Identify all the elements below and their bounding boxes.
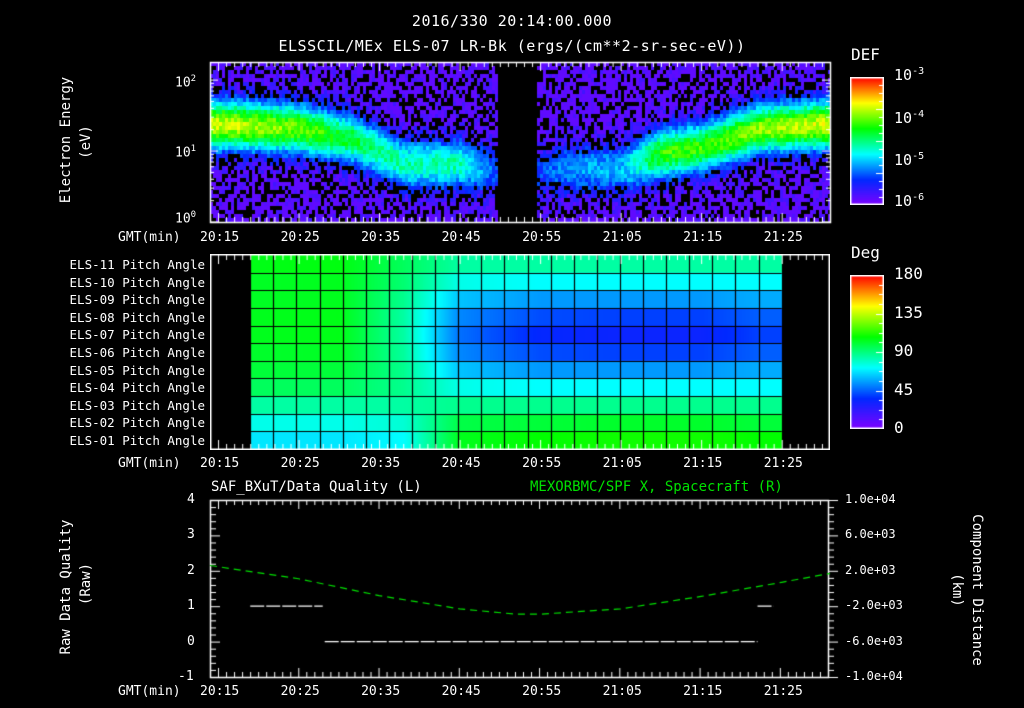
panel3-left-ylabel-text: Raw Data Quality [58,519,74,655]
def-colorbar [850,77,884,205]
time-tick-label: 21:25 [763,230,803,245]
right-ytick-label: -2.0e+03 [845,598,903,613]
plot-timestamp: 2016/330 20:14:00.000 [411,12,613,30]
pitch-angle-row-label: ELS-07 Pitch Angle [69,327,205,343]
right-ytick-label: 6.0e+03 [845,527,896,542]
panel3-right-yunit: (km) [949,565,965,615]
time-tick-label: 20:45 [441,456,481,471]
panel1-yunit-text: (eV) [78,125,94,159]
pitch-angle-row-label: ELS-08 Pitch Angle [69,309,205,325]
panel3-time-label: GMT(min) [118,684,181,699]
time-tick-label: 20:55 [522,456,562,471]
deg-colorbar-title: Deg [851,243,880,262]
panel1-yunit: (eV) [78,112,94,172]
time-tick-label: 21:15 [683,684,723,699]
time-tick-label: 20:25 [280,456,320,471]
pitch-angle-grid [210,254,830,450]
def-colorbar-title: DEF [851,45,880,64]
right-ytick-label: -6.0e+03 [845,633,903,648]
panel3-left-yunit: (Raw) [78,554,94,614]
time-tick-label: 20:15 [200,230,240,245]
time-tick-label: 20:35 [361,684,401,699]
panel1-ylabel-text: Electron Energy [58,76,74,204]
left-ytick-label: -1 [178,669,194,684]
left-ytick-label: 0 [187,633,195,649]
panel1-ytick-10: 101 [175,144,197,161]
left-ytick-label: 1 [187,598,195,614]
panel3-right-ylabel: Component Distance [969,500,985,680]
def-colorbar-tick-1e-4: 10-4 [894,109,925,127]
def-colorbar-tick-1e-5: 10-5 [894,151,925,169]
panel3-right-ylabel-text: Component Distance [969,514,985,666]
right-ytick-label: 2.0e+03 [845,562,896,577]
time-tick-label: 20:25 [280,684,320,699]
time-tick-label: 21:05 [602,684,642,699]
deg-colorbar-tick: 45 [894,379,914,399]
panel3-left-title: SAF_BXuT/Data Quality (L) [211,479,422,495]
pitch-angle-row-label: ELS-10 Pitch Angle [69,274,205,290]
left-ytick-label: 3 [187,527,195,543]
pitch-angle-row-label: ELS-05 Pitch Angle [69,362,205,378]
deg-colorbar-tick: 90 [894,341,914,360]
data-quality-plot [200,494,840,684]
panel3-right-yunit-text: (km) [949,573,965,607]
left-ytick-label: 2 [187,562,195,578]
deg-colorbar-tick: 0 [894,418,904,437]
time-tick-label: 21:15 [683,456,723,471]
time-tick-label: 20:55 [522,230,562,245]
pitch-angle-row-label: ELS-04 Pitch Angle [69,380,205,396]
deg-colorbar-tick: 180 [894,264,923,283]
time-tick-label: 20:35 [361,456,401,471]
panel3-right-title: MEXORBMC/SPF X, Spacecraft (R) [530,479,783,495]
pitch-angle-row-label: ELS-09 Pitch Angle [69,292,205,308]
deg-colorbar-tick: 135 [894,302,923,322]
time-tick-label: 20:35 [361,230,401,245]
panel3-left-ylabel: Raw Data Quality [58,512,74,662]
panel1-axes [200,56,840,228]
panel3-left-yunit-text: (Raw) [78,562,94,606]
panel1-ytick-1: 100 [175,210,197,227]
right-ytick-label: 1.0e+04 [845,492,896,506]
pitch-angle-row-label: ELS-02 Pitch Angle [69,415,205,431]
left-ytick-label: 4 [187,492,195,507]
right-ytick-label: -1.0e+04 [845,669,903,683]
time-tick-label: 20:45 [441,230,481,245]
panel1-ytick-100: 102 [175,74,197,91]
panel2-time-label: GMT(min) [118,456,181,471]
time-tick-label: 20:15 [200,456,240,471]
pitch-angle-row-label: ELS-11 Pitch Angle [69,257,205,272]
time-tick-label: 20:45 [441,684,481,699]
time-tick-label: 21:15 [683,230,723,245]
pitch-angle-row-label: ELS-06 Pitch Angle [69,345,205,360]
time-tick-label: 20:25 [280,230,320,245]
time-tick-label: 21:25 [763,456,803,471]
time-tick-label: 20:55 [522,684,562,699]
time-tick-label: 21:05 [602,230,642,245]
time-tick-label: 21:05 [602,456,642,471]
panel1-ylabel: Electron Energy [58,70,74,210]
plot-title: ELSSCIL/MEx ELS-07 LR-Bk (ergs/(cm**2-sr… [278,37,746,55]
pitch-angle-row-label: ELS-01 Pitch Angle [69,433,205,448]
def-colorbar-tick-1e-3: 10-3 [894,66,925,84]
time-tick-label: 20:15 [200,684,240,699]
time-tick-label: 21:25 [763,684,803,699]
pitch-angle-row-label: ELS-03 Pitch Angle [69,397,205,413]
def-colorbar-tick-1e-6: 10-6 [894,192,925,210]
deg-colorbar [850,275,884,429]
panel1-time-label: GMT(min) [118,230,181,245]
